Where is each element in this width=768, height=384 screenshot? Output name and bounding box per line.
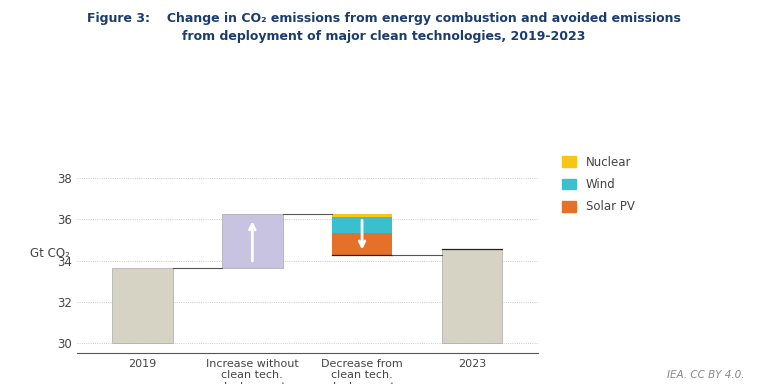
Bar: [332, 214, 392, 217]
Legend: Nuclear, Wind, Solar PV: Nuclear, Wind, Solar PV: [562, 156, 634, 214]
Bar: [442, 249, 502, 343]
Bar: [222, 214, 283, 268]
Text: Figure 3:  Change in CO₂ emissions from energy combustion and avoided emissions
: Figure 3: Change in CO₂ emissions from e…: [87, 12, 681, 43]
Y-axis label: Gt CO₂: Gt CO₂: [30, 247, 70, 260]
Bar: [332, 233, 392, 255]
Text: IEA. CC BY 4.0.: IEA. CC BY 4.0.: [667, 370, 745, 380]
Bar: [112, 268, 173, 343]
Bar: [332, 217, 392, 233]
